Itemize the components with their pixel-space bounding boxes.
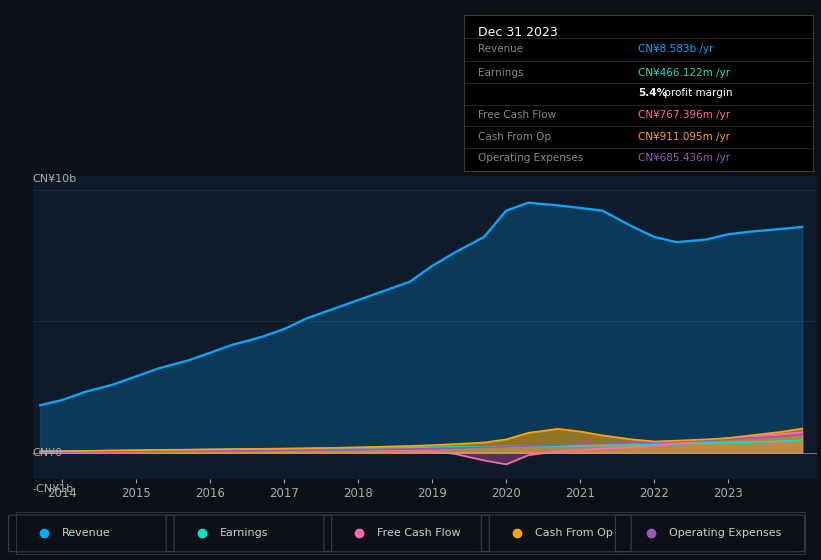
Text: Earnings: Earnings [220, 529, 268, 538]
Text: profit margin: profit margin [661, 88, 732, 98]
Text: Operating Expenses: Operating Expenses [669, 529, 782, 538]
Text: 5.4%: 5.4% [639, 88, 667, 98]
Text: CN¥466.122m /yr: CN¥466.122m /yr [639, 68, 731, 78]
Text: -CN¥1b: -CN¥1b [33, 484, 74, 494]
Text: CN¥685.436m /yr: CN¥685.436m /yr [639, 153, 731, 164]
Text: CN¥0: CN¥0 [33, 447, 63, 458]
Text: Dec 31 2023: Dec 31 2023 [478, 26, 557, 39]
Text: Operating Expenses: Operating Expenses [478, 153, 583, 164]
Text: Cash From Op: Cash From Op [478, 132, 551, 142]
Text: Revenue: Revenue [478, 44, 523, 54]
Text: Earnings: Earnings [478, 68, 523, 78]
Text: Cash From Op: Cash From Op [535, 529, 613, 538]
Text: Free Cash Flow: Free Cash Flow [378, 529, 461, 538]
Text: Free Cash Flow: Free Cash Flow [478, 110, 556, 120]
Text: CN¥8.583b /yr: CN¥8.583b /yr [639, 44, 713, 54]
Text: CN¥767.396m /yr: CN¥767.396m /yr [639, 110, 731, 120]
Text: CN¥911.095m /yr: CN¥911.095m /yr [639, 132, 731, 142]
Text: Revenue: Revenue [62, 529, 111, 538]
Text: CN¥10b: CN¥10b [33, 174, 77, 184]
